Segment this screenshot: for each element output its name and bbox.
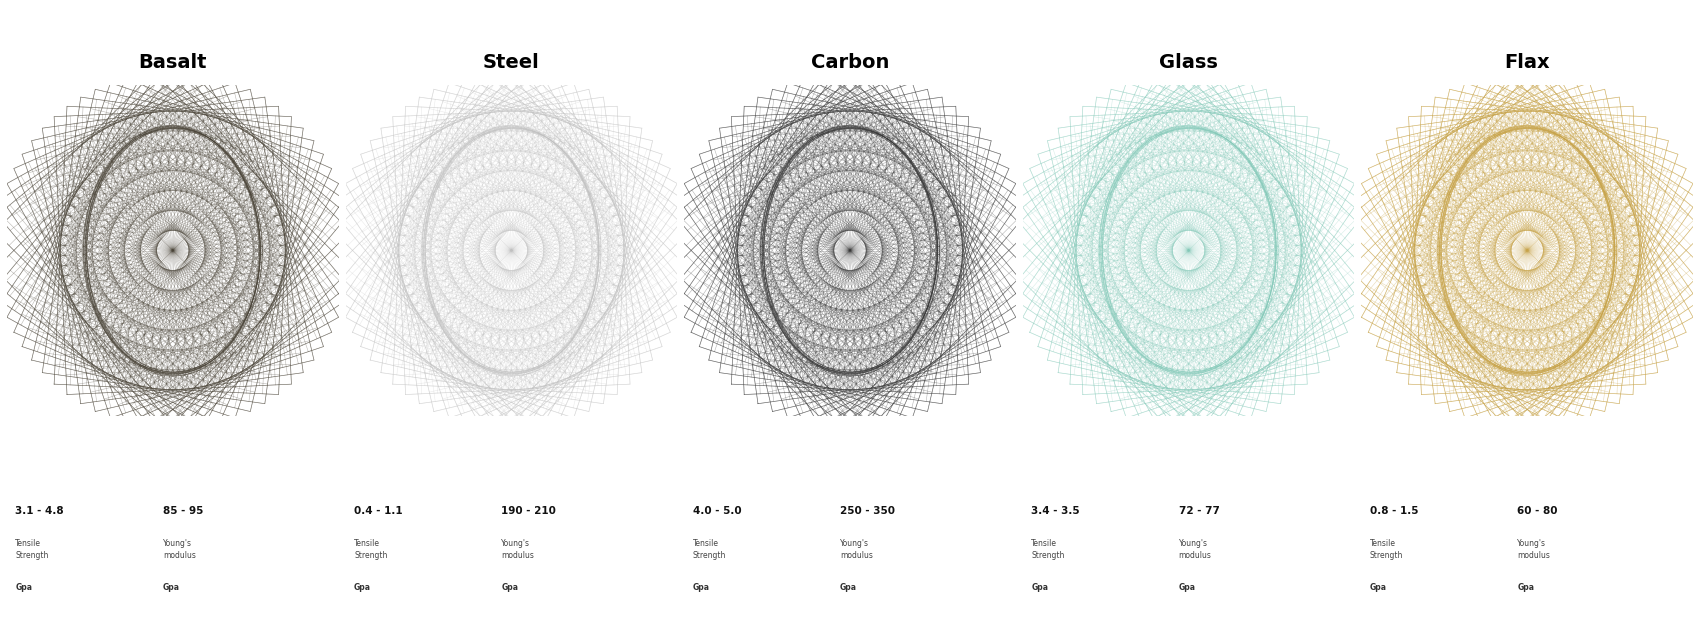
Text: 4.0 - 5.0: 4.0 - 5.0: [692, 506, 741, 516]
Text: 190 - 210: 190 - 210: [502, 506, 556, 516]
Text: Gpa: Gpa: [502, 583, 518, 592]
Text: 0.8 - 1.5: 0.8 - 1.5: [1370, 506, 1418, 516]
Text: 85 - 95: 85 - 95: [163, 506, 204, 516]
Text: Gpa: Gpa: [1370, 583, 1387, 592]
Text: Tensile
Strength: Tensile Strength: [1370, 540, 1402, 560]
Text: Gpa: Gpa: [1032, 583, 1049, 592]
Text: Gpa: Gpa: [15, 583, 32, 592]
Text: 0.4 - 1.1: 0.4 - 1.1: [354, 506, 403, 516]
Text: 3.1 - 4.8: 3.1 - 4.8: [15, 506, 65, 516]
Text: Tensile
Strength: Tensile Strength: [1032, 540, 1064, 560]
Title: Steel: Steel: [483, 53, 541, 72]
Text: 3.4 - 3.5: 3.4 - 3.5: [1032, 506, 1080, 516]
Text: Gpa: Gpa: [1178, 583, 1195, 592]
Text: Young's
modulus: Young's modulus: [163, 540, 196, 560]
Text: Young's
modulus: Young's modulus: [840, 540, 872, 560]
Title: Glass: Glass: [1159, 53, 1217, 72]
Text: Tensile
Strength: Tensile Strength: [354, 540, 388, 560]
Text: Tensile
Strength: Tensile Strength: [15, 540, 49, 560]
Text: Gpa: Gpa: [840, 583, 857, 592]
Text: Young's
modulus: Young's modulus: [1518, 540, 1550, 560]
Title: Basalt: Basalt: [138, 53, 207, 72]
Text: Gpa: Gpa: [1518, 583, 1535, 592]
Text: Tensile
Strength: Tensile Strength: [692, 540, 726, 560]
Text: Gpa: Gpa: [163, 583, 180, 592]
Text: Gpa: Gpa: [692, 583, 709, 592]
Text: 60 - 80: 60 - 80: [1518, 506, 1557, 516]
Title: Carbon: Carbon: [811, 53, 889, 72]
Title: Flax: Flax: [1504, 53, 1550, 72]
Text: 250 - 350: 250 - 350: [840, 506, 894, 516]
Text: Gpa: Gpa: [354, 583, 371, 592]
Text: Young's
modulus: Young's modulus: [1178, 540, 1212, 560]
Text: 72 - 77: 72 - 77: [1178, 506, 1219, 516]
Text: Young's
modulus: Young's modulus: [502, 540, 534, 560]
